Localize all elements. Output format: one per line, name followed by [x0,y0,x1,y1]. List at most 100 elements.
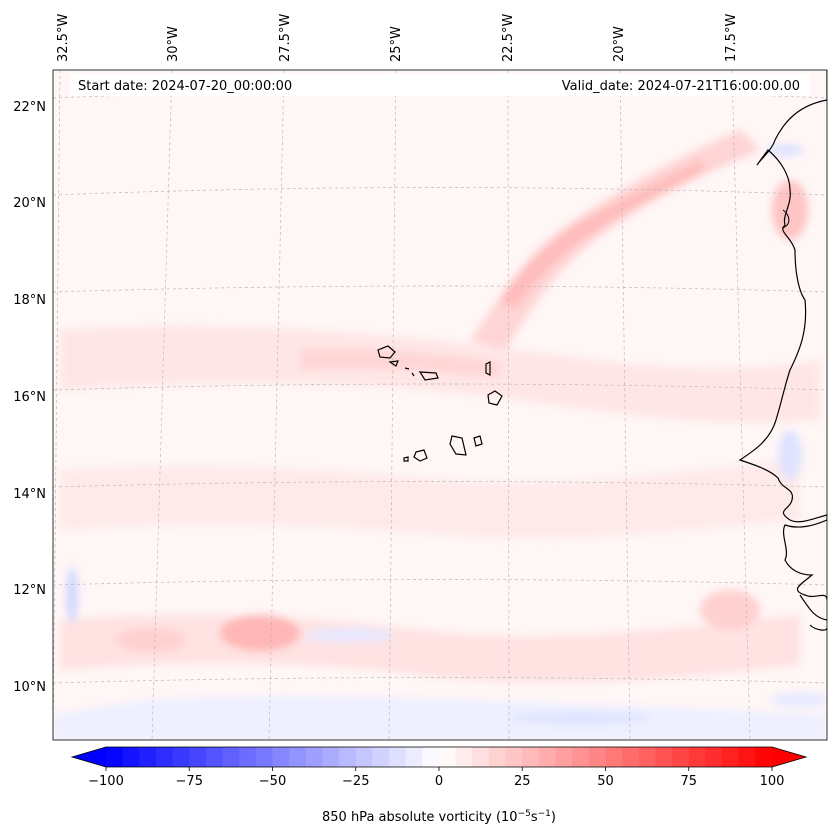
colorbar-cell [455,747,473,767]
island-santiago [449,435,467,456]
colorbar-cell [189,747,207,767]
positive-vorticity-blob-west [115,628,185,652]
colorbar-cell [222,747,240,767]
colorbar-tick-label: 0 [435,774,443,789]
colorbar-cell [538,747,557,767]
colorbar-extend-low-arrow [72,747,106,767]
negative-vorticity-band-south [53,695,827,740]
colorbar-cell [389,747,407,767]
island-brava [403,456,409,462]
coastal-positive-vorticity [772,180,808,240]
colorbar-cell [572,747,590,767]
colorbar-cell [522,747,540,767]
colorbar-cell [588,747,607,767]
meridian-17-5w [731,70,751,740]
lat-label-14n: 14°N [13,487,46,502]
lat-label-20n: 20°N [13,196,46,211]
island-santa-luzia [404,367,410,370]
colorbar-cell [722,747,740,767]
start-date-label: Start date: 2024-07-20_00:00:00 [78,79,292,94]
colorbar-cell [172,747,190,767]
parallel-18n [53,285,827,293]
colorbar-cell [355,747,373,767]
lat-label-22n: 22°N [13,100,46,115]
colorbar-label-exp1: −5 [518,809,531,819]
cape-verde-islands [377,345,503,462]
colorbar-label-text: 850 hPa absolute vorticity (10 [322,810,518,825]
banc-arguin-coast [781,209,790,229]
colorbar-cell [472,747,490,767]
colorbar-cells [106,747,773,767]
colorbar-tick-label: 75 [680,774,697,789]
colorbar-cell [488,747,507,767]
colorbar-label: 850 hPa absolute vorticity (10−5s−1) [322,809,556,825]
meridian-27-5w [268,70,285,740]
colorbar-cell [255,747,274,767]
parallel-14n [53,481,827,488]
colorbar-cell [422,747,440,767]
colorbar-ticks: −100 −75 −50 −25 0 25 50 75 100 [88,767,784,789]
island-maio [473,435,483,447]
lat-label-12n: 12°N [13,583,46,598]
negative-vorticity-west-edge [66,567,78,623]
colorbar-cell [372,747,390,767]
colorbar-cell [155,747,174,767]
lon-label-32-5w: 32.5°W [56,14,71,62]
island-boa-vista [487,390,503,406]
colorbar-tick-label: −75 [176,774,203,789]
colorbar-cell [239,747,257,767]
colorbar-cell [672,747,690,767]
colorbar-tick-label: −50 [259,774,286,789]
negative-vorticity-north-coast [767,144,803,156]
colorbar-cell [205,747,224,767]
map-frame [52,69,828,741]
positive-vorticity-band-core [300,348,500,378]
colorbar-tick-label: 100 [760,774,785,789]
colorbar-cell [405,747,423,767]
colorbar-cell [106,747,124,767]
colorbar-cell [439,747,457,767]
colorbar-extend-high-arrow [772,747,806,767]
island-santo-antao [377,345,396,359]
date-header-box [70,74,810,96]
meridian-22-5w [507,70,510,740]
colorbar-cell [555,747,573,767]
lon-label-27-5w: 27.5°W [278,14,293,62]
colorbar-cell [638,747,657,767]
negative-vorticity-patch [305,628,395,642]
island-fogo [413,449,428,462]
colorbar-cell [322,747,340,767]
colorbar-cell [622,747,640,767]
colorbar-label-end: ) [551,810,556,825]
colorbar-label-mid: s [531,810,538,825]
vorticity-contours [53,130,827,740]
colorbar-cell [755,747,773,767]
meridian-20w [619,70,631,740]
parallel-12n [53,579,827,586]
lat-label-16n: 16°N [13,390,46,405]
latitude-labels: 22°N 20°N 18°N 16°N 14°N 12°N 10°N [13,100,46,695]
longitude-labels: 32.5°W 30°W 27.5°W 25°W 22.5°W 20°W 17.5… [56,14,739,62]
colorbar-cell [305,747,324,767]
positive-vorticity-arc-core [500,160,705,308]
colorbar-tick-label: −100 [88,774,124,789]
lat-label-10n: 10°N [13,680,46,695]
parallel-16n [53,383,827,391]
positive-vorticity-arc [470,130,760,350]
parallel-10n [53,677,827,684]
island-sao-vicente [388,360,399,367]
positive-vorticity-blob-east [700,590,760,630]
lon-label-17-5w: 17.5°W [724,14,739,62]
lat-label-18n: 18°N [13,293,46,308]
colorbar-tick-label: 25 [514,774,531,789]
map-plot-area: Start date: 2024-07-20_00:00:00 Valid_da… [53,70,827,740]
colorbar-cell [655,747,673,767]
colorbar-cell [738,747,756,767]
colorbar-label-exp2: −1 [538,809,551,819]
negative-vorticity-coast [778,430,802,480]
colorbar-cell [505,747,523,767]
lon-label-20w: 20°W [612,26,627,62]
colorbar-tick-label: −25 [342,774,369,789]
meridian-30w [151,70,173,740]
west-africa-coastline [738,70,827,601]
